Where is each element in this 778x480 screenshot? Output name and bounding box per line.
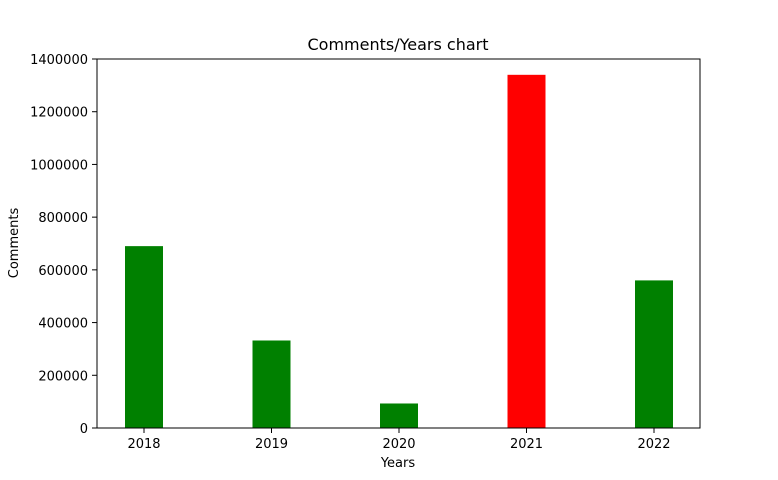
bar-2020 bbox=[380, 403, 418, 428]
chart-title: Comments/Years chart bbox=[307, 35, 488, 54]
x-axis-label: Years bbox=[380, 456, 416, 471]
y-axis-ticks: 0 200000 400000 600000 800000 1000000 1200000 1… bbox=[30, 53, 97, 437]
bars-group bbox=[125, 74, 673, 429]
x-tick-label: 2018 bbox=[127, 437, 160, 452]
y-tick-label: 800000 bbox=[38, 211, 88, 226]
x-tick-label: 2022 bbox=[637, 437, 670, 452]
x-axis-ticks: 2018 2019 2020 2021 2022 bbox=[127, 428, 671, 452]
bar-2018 bbox=[125, 246, 163, 428]
x-tick-label: 2020 bbox=[382, 437, 415, 452]
y-tick-label: 1400000 bbox=[30, 53, 88, 68]
y-tick-label: 1200000 bbox=[30, 106, 88, 121]
bar-2022 bbox=[635, 280, 673, 428]
y-tick-label: 400000 bbox=[38, 317, 88, 332]
bar-2019 bbox=[252, 340, 291, 428]
y-tick-label: 600000 bbox=[38, 264, 88, 279]
y-tick-label: 0 bbox=[80, 422, 88, 437]
y-tick-label: 1000000 bbox=[30, 158, 88, 173]
x-tick-label: 2019 bbox=[255, 437, 288, 452]
y-tick-label: 200000 bbox=[38, 369, 88, 384]
y-axis-label: Comments bbox=[7, 208, 22, 279]
bar-2021 bbox=[507, 74, 546, 429]
x-tick-label: 2021 bbox=[510, 437, 543, 452]
plot-frame bbox=[96, 58, 701, 429]
